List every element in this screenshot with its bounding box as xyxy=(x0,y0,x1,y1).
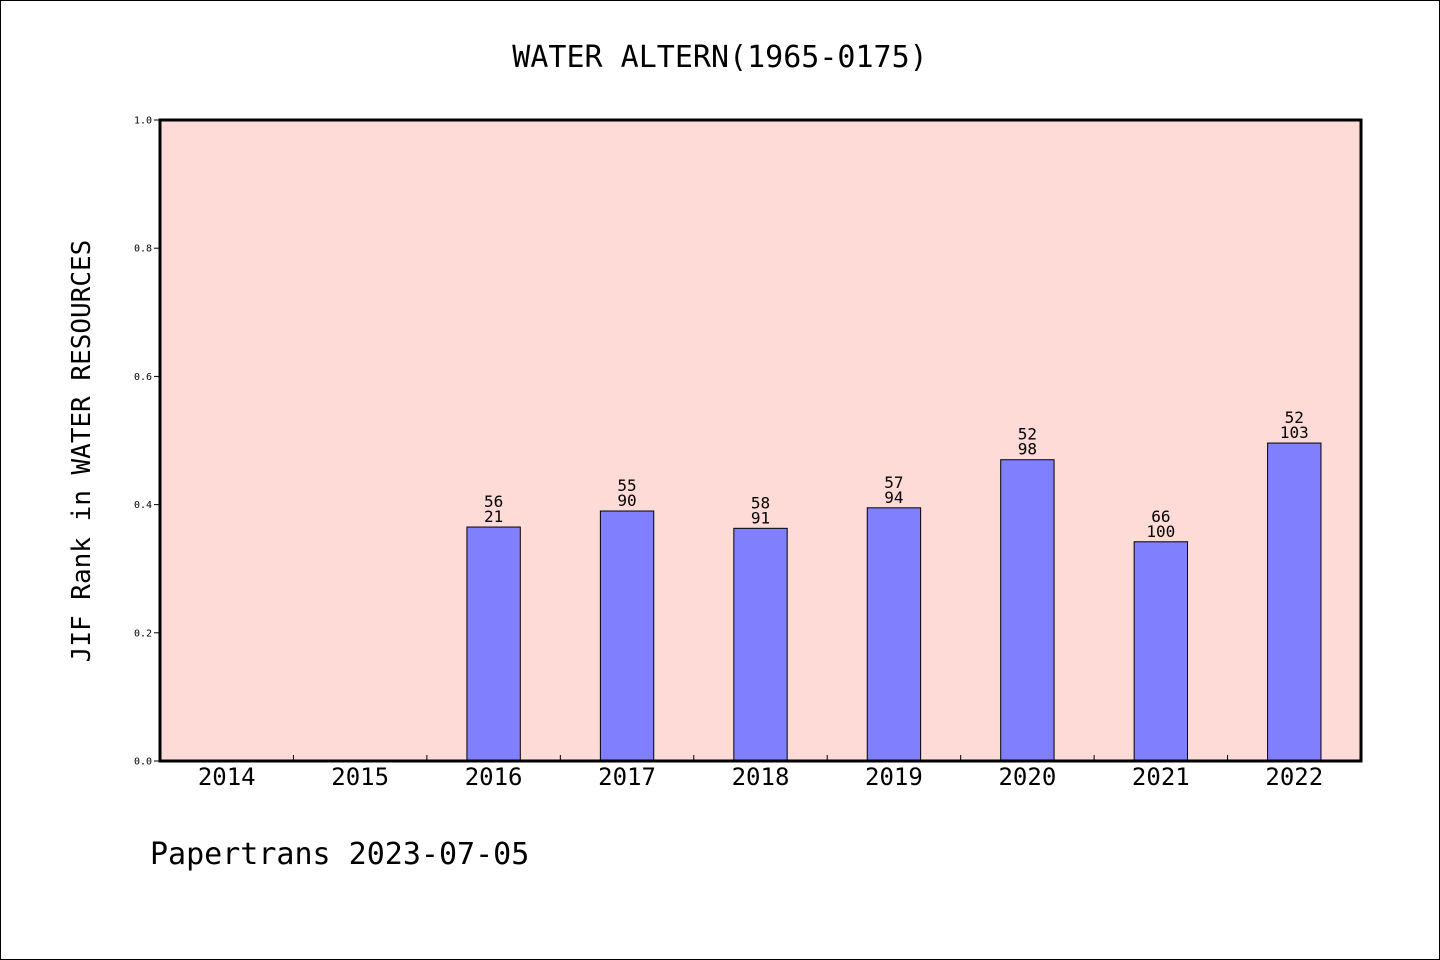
y-axis-label: JIF Rank in WATER RESOURCES xyxy=(67,240,97,663)
x-tick-label: 2020 xyxy=(998,763,1056,791)
x-tick-label: 2018 xyxy=(732,763,790,791)
data-label-top: 52 xyxy=(1285,408,1304,427)
data-label-top: 66 xyxy=(1151,507,1170,526)
y-axis-ticks: 0.0 0.2 0.4 0.6 0.8 1.0 xyxy=(134,116,160,768)
x-tick-label: 2021 xyxy=(1132,763,1190,791)
data-label-bottom: 100 xyxy=(1146,522,1175,541)
data-label-bottom: 90 xyxy=(617,491,636,510)
y-tick-label: 0.8 xyxy=(134,244,152,255)
data-label-bottom: 98 xyxy=(1018,440,1037,459)
bars xyxy=(466,442,1322,762)
data-label-top: 52 xyxy=(1018,425,1037,444)
data-label-top: 55 xyxy=(617,476,636,495)
x-tick-label: 2017 xyxy=(598,763,656,791)
bar-2019 xyxy=(866,507,922,762)
bar-2017 xyxy=(599,510,655,762)
x-tick-label: 2016 xyxy=(465,763,523,791)
y-tick-label: 0.2 xyxy=(134,628,152,639)
plot-border xyxy=(158,118,1363,763)
bar-2020 xyxy=(1000,459,1055,762)
bar-2016 xyxy=(466,526,521,762)
data-label-bottom: 21 xyxy=(484,507,503,526)
x-tick-label: 2015 xyxy=(331,763,389,791)
x-tick-label: 2022 xyxy=(1265,763,1323,791)
chart-title: WATER ALTERN(1965-0175) xyxy=(512,40,927,75)
y-tick-label: 0.0 xyxy=(134,757,152,768)
data-label-bottom: 103 xyxy=(1280,423,1309,442)
y-tick-label: 0.4 xyxy=(134,500,152,511)
x-axis-ticks: 2014 2015 2016 2017 2018 2019 2020 2021 2022 xyxy=(198,755,1323,791)
y-tick-label: 0.6 xyxy=(134,372,152,383)
x-tick-label: 2014 xyxy=(198,763,256,791)
data-label-bottom: 94 xyxy=(884,488,903,507)
data-label-top: 58 xyxy=(751,493,770,512)
footer-text: Papertrans 2023-07-05 xyxy=(150,837,529,872)
x-tick-label: 2019 xyxy=(865,763,923,791)
data-label-top: 56 xyxy=(484,492,503,511)
y-tick-label: 1.0 xyxy=(134,116,152,127)
data-label-top: 57 xyxy=(884,473,903,492)
bar-2021 xyxy=(1133,541,1189,762)
bar-2022 xyxy=(1267,442,1322,762)
bar-2018 xyxy=(733,527,788,762)
data-label-bottom: 91 xyxy=(751,508,770,527)
